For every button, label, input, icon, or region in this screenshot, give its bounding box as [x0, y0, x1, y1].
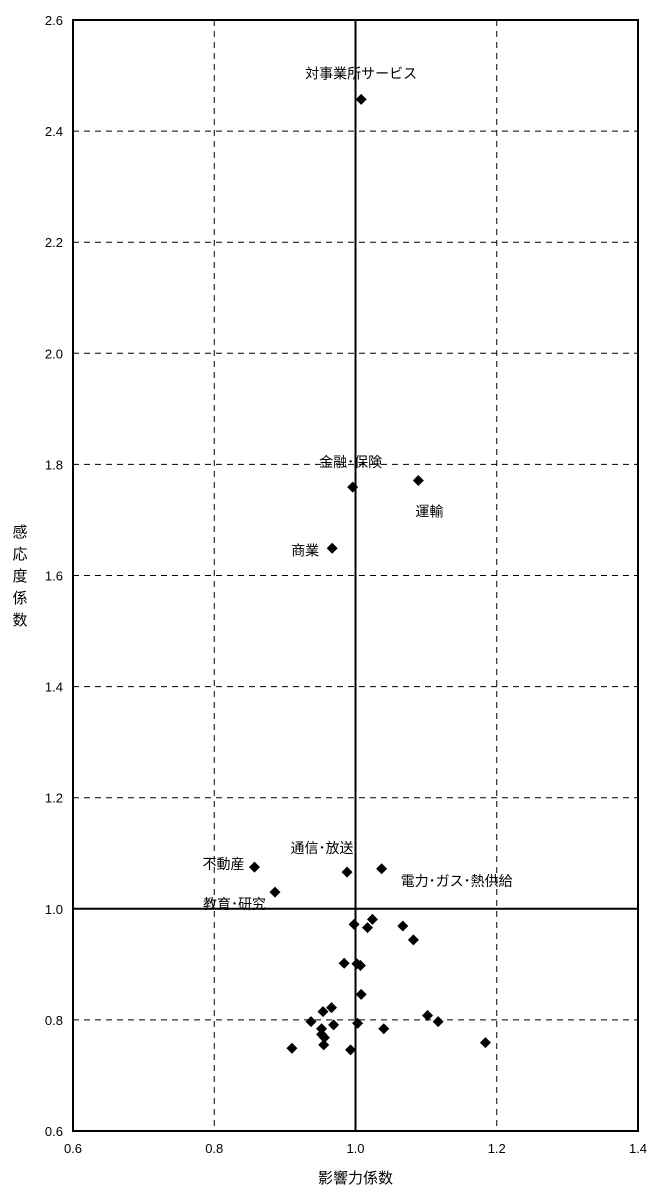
- point-label: 不動産: [203, 857, 245, 873]
- data-point: [341, 866, 353, 878]
- y-tick-label: 2.2: [45, 235, 63, 250]
- data-point: [249, 861, 261, 873]
- data-point: [378, 1023, 390, 1035]
- point-label: 運輸: [415, 505, 443, 521]
- x-tick-label: 1.4: [629, 1141, 647, 1156]
- y-axis-title-char: 度: [12, 567, 27, 585]
- y-axis-title-char: 係: [12, 589, 27, 607]
- y-tick-label: 1.4: [45, 680, 63, 695]
- data-points: [249, 93, 491, 1056]
- data-point: [345, 1044, 357, 1056]
- data-point: [347, 481, 359, 493]
- data-point: [317, 1006, 329, 1018]
- gridlines: [73, 20, 638, 1131]
- data-point: [479, 1037, 491, 1049]
- x-tick-labels: 0.6 0.8 1.0 1.2 1.4: [64, 1141, 647, 1156]
- y-axis-title-char: 感: [12, 523, 27, 541]
- x-tick-label: 1.2: [488, 1141, 506, 1156]
- y-tick-label: 2.4: [45, 124, 63, 139]
- y-tick-label: 2.6: [45, 13, 63, 28]
- data-point: [328, 1019, 340, 1031]
- data-point: [269, 886, 281, 898]
- data-point: [316, 1023, 328, 1035]
- data-point: [318, 1039, 330, 1051]
- data-point: [355, 93, 367, 105]
- data-point: [325, 1002, 337, 1014]
- x-tick-label: 0.8: [205, 1141, 223, 1156]
- y-tick-label: 1.8: [45, 457, 63, 472]
- y-tick-labels: 0.6 0.8 1.0 1.2 1.4 1.6 1.8 2.0 2.2 2.4 2.6: [45, 13, 63, 1139]
- y-tick-label: 1.0: [45, 902, 63, 917]
- point-label: 通信･放送: [291, 841, 354, 857]
- data-point: [397, 920, 409, 932]
- x-tick-label: 1.0: [346, 1141, 364, 1156]
- data-point: [354, 959, 366, 971]
- data-point: [407, 934, 419, 946]
- data-point: [338, 957, 350, 969]
- data-point: [348, 918, 360, 930]
- point-label: 対事業所サービス: [305, 66, 417, 82]
- data-point: [422, 1009, 434, 1021]
- point-label: 商業: [291, 543, 319, 559]
- point-label: 金融･保険: [319, 455, 382, 471]
- y-axis-title-char: 応: [12, 545, 27, 563]
- data-point: [286, 1042, 298, 1054]
- y-tick-label: 2.0: [45, 346, 63, 361]
- y-tick-label: 0.8: [45, 1013, 63, 1028]
- y-tick-label: 0.6: [45, 1124, 63, 1139]
- data-point: [366, 913, 378, 925]
- data-point: [318, 1032, 330, 1044]
- data-point: [355, 988, 367, 1000]
- y-axis-title-char: 数: [12, 611, 27, 629]
- point-label: 電力･ガス･熱供給: [401, 874, 513, 890]
- x-tick-label: 0.6: [64, 1141, 82, 1156]
- point-label: 教育･研究: [203, 897, 266, 913]
- data-point: [362, 922, 374, 934]
- data-point: [352, 1017, 364, 1029]
- data-point: [376, 863, 388, 875]
- reference-lines: [73, 20, 638, 1131]
- data-point: [412, 475, 424, 487]
- data-point: [305, 1016, 317, 1028]
- plot-area: [72, 19, 639, 1132]
- data-point: [432, 1016, 444, 1028]
- data-point: [326, 542, 338, 554]
- y-tick-label: 1.6: [45, 569, 63, 584]
- y-tick-label: 1.2: [45, 791, 63, 806]
- x-axis-title: 影響力係数: [318, 1169, 393, 1187]
